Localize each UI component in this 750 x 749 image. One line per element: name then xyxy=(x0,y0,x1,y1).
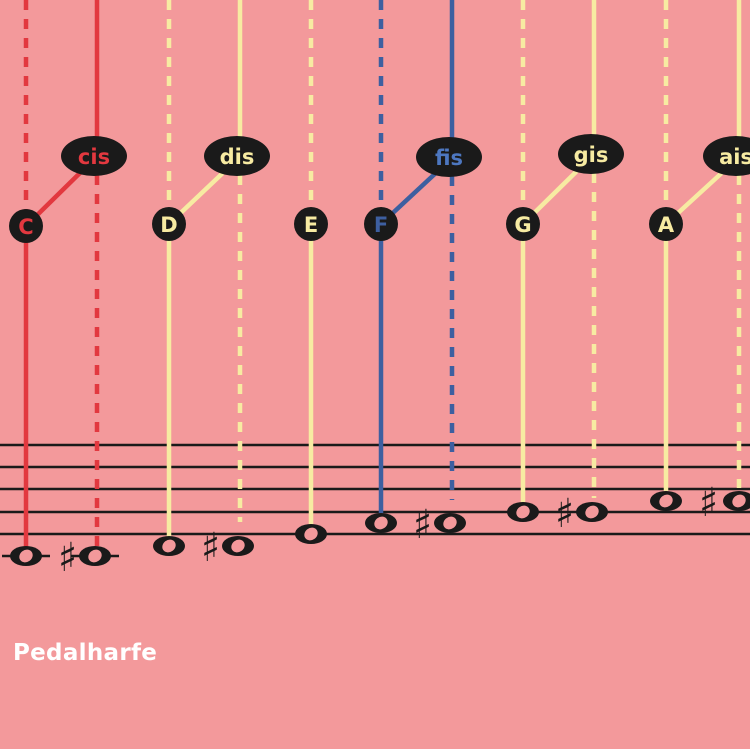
note-f-label: F xyxy=(374,213,388,237)
note-g-badge xyxy=(506,207,540,241)
note-a-label: A xyxy=(658,213,675,237)
whole-note-g-sharp xyxy=(576,502,608,522)
whole-note-c xyxy=(2,546,50,566)
note-c-badge xyxy=(9,209,43,243)
note-a-sharp-badge xyxy=(703,136,750,176)
note-c-sharp-badge xyxy=(61,136,127,176)
note-e-label: E xyxy=(304,213,318,237)
note-d-label: D xyxy=(160,213,177,237)
note-a-badge xyxy=(649,207,683,241)
note-f-sharp-badge xyxy=(416,137,482,177)
harp-strings xyxy=(23,0,742,548)
sharp-sign-f: ♯ xyxy=(413,502,432,548)
note-d-badge xyxy=(152,207,186,241)
whole-note-d-sharp xyxy=(222,536,254,556)
sharp-sign-a: ♯ xyxy=(699,480,718,526)
note-c-sharp-label: cis xyxy=(78,145,110,169)
note-d-sharp-label: dis xyxy=(220,145,255,169)
note-a-sharp-label: ais xyxy=(719,145,750,169)
sharp-sign-g: ♯ xyxy=(555,491,574,537)
whole-note-g xyxy=(507,502,539,522)
note-f-badge xyxy=(364,207,398,241)
staff-notes: ♯ ♯ ♯ ♯ ♯ xyxy=(2,480,750,581)
note-g-sharp-badge xyxy=(558,134,624,174)
diagram-caption: Pedalharfe xyxy=(13,640,158,666)
note-c-label: C xyxy=(18,215,33,239)
note-g-label: G xyxy=(514,213,531,237)
note-e-badge xyxy=(294,207,328,241)
whole-note-d xyxy=(153,536,185,556)
sharp-sign-c: ♯ xyxy=(58,535,77,581)
note-g-sharp-label: gis xyxy=(574,143,609,167)
whole-note-e xyxy=(295,524,327,544)
whole-note-c-sharp xyxy=(71,546,119,566)
whole-note-a-sharp xyxy=(723,491,750,511)
sharp-sign-d: ♯ xyxy=(201,525,220,571)
music-staff xyxy=(0,443,750,536)
note-d-sharp-badge xyxy=(204,136,270,176)
whole-note-f-sharp xyxy=(434,513,466,533)
whole-note-a xyxy=(650,491,682,511)
note-f-sharp-label: fis xyxy=(435,146,463,170)
whole-note-f xyxy=(365,513,397,533)
